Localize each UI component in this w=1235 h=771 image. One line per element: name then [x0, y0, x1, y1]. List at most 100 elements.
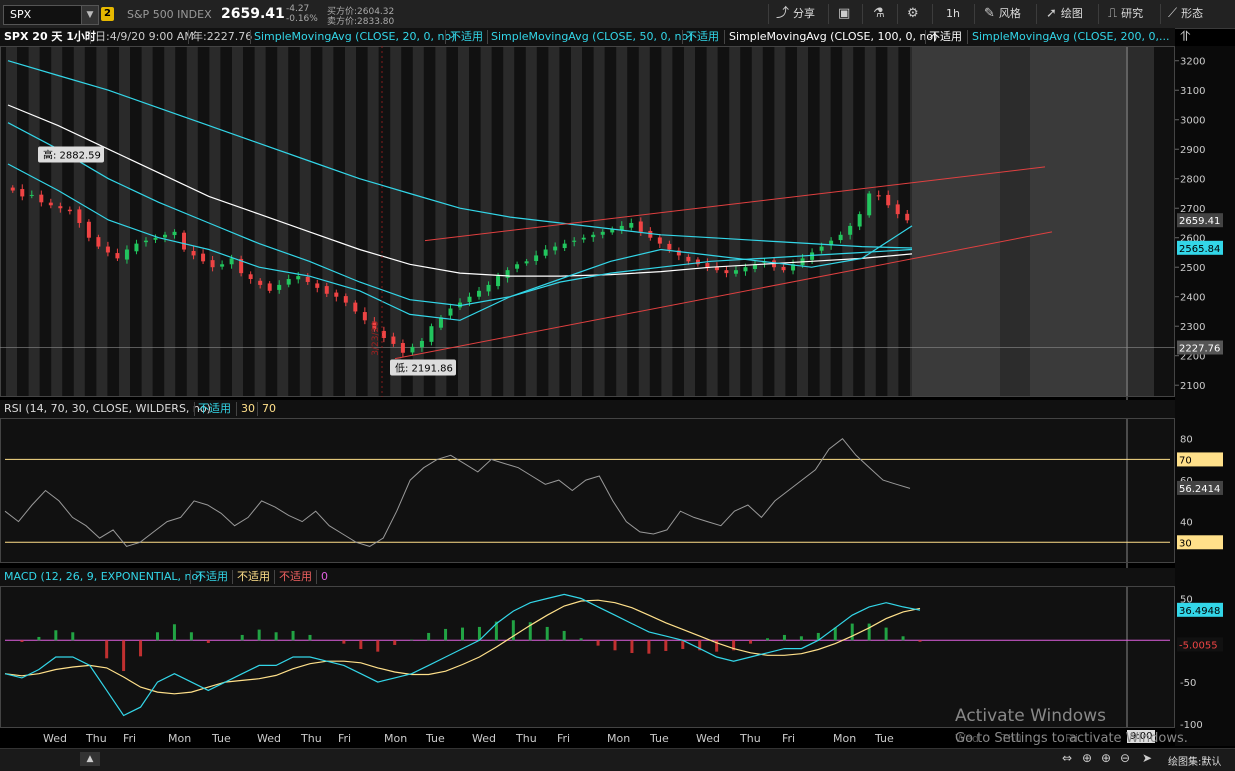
sma20-line — [7, 163, 913, 321]
date-axis-label: Tue — [212, 732, 231, 745]
date-axis-label: Fri — [557, 732, 571, 745]
gear-icon: ⚙ — [907, 6, 919, 21]
drawing-set-label[interactable]: 绘图集:默认 — [1168, 757, 1222, 768]
rsi-line — [4, 438, 911, 547]
price-tick-label: 2200 — [1180, 352, 1205, 363]
flask-button[interactable]: ⚗ — [873, 4, 885, 24]
candle-body — [524, 261, 529, 264]
candle-body — [67, 209, 72, 212]
candle-body — [191, 250, 196, 256]
chart-datetime: 日:4/9/20 9:00 AM — [95, 30, 194, 43]
session-band — [390, 46, 402, 397]
date-axis-label: Thu — [86, 732, 107, 745]
study-sma100-label[interactable]: SimpleMovingAvg (CLOSE, 100, 0, no) — [729, 30, 938, 43]
link-group-badge[interactable]: 2 — [101, 7, 114, 21]
time-frame-button[interactable]: 1h — [946, 4, 960, 24]
date-axis-label: Mon — [607, 732, 631, 745]
session-band — [887, 46, 899, 397]
high-label-text: 高: 2882.59 — [43, 149, 101, 162]
candle-body — [391, 336, 396, 344]
macd-tick-label: 50 — [1180, 595, 1193, 606]
scroll-up-icon[interactable]: ▲ — [80, 752, 100, 766]
zoom-out-icon[interactable]: ⊖ — [1120, 751, 1131, 765]
candle-body — [248, 274, 253, 280]
macd-signal-line — [4, 599, 921, 695]
candle-body — [143, 240, 148, 243]
share-button[interactable]: ⤴ 分享 — [776, 4, 815, 24]
session-bands — [0, 46, 1235, 746]
candle-body — [267, 283, 272, 291]
candle-body — [239, 258, 244, 274]
candle-body — [438, 317, 443, 328]
drawings-button[interactable]: ➚ 绘图 — [1046, 4, 1083, 24]
pointer-icon[interactable]: ➤ — [1142, 751, 1153, 765]
candle-body — [124, 249, 129, 260]
flask-icon: ⚗ — [873, 6, 885, 21]
chevron-down-icon[interactable]: ▼ — [81, 6, 98, 24]
arrows-icon[interactable]: ⇔ — [1062, 751, 1073, 765]
macd-tick-label: -100 — [1180, 720, 1203, 731]
patterns-button[interactable]: ⟋ 形态 — [1168, 4, 1203, 24]
session-band — [819, 46, 831, 397]
date-axis-label: Tue — [875, 732, 894, 745]
rsi-ob: 30 — [241, 402, 255, 415]
date-axis-label: Wed — [472, 732, 496, 745]
candle-body — [572, 240, 577, 242]
candle-body — [829, 240, 834, 246]
candle-body — [353, 302, 358, 312]
rsi-last-tag: 56.2414 — [1179, 484, 1220, 495]
chart-settings-button[interactable]: ▣ — [838, 4, 850, 24]
session-band — [571, 46, 582, 397]
session-band — [28, 46, 40, 397]
candle-body — [163, 234, 168, 238]
style-button[interactable]: ✎ 风格 — [984, 4, 1021, 24]
candle-body — [448, 308, 453, 316]
macd-tag-1-box — [1177, 602, 1223, 617]
candle-body — [229, 258, 234, 265]
symbol-input[interactable]: SPX ▼ — [3, 5, 99, 25]
macd-tick-label: -50 — [1180, 678, 1196, 689]
last-price-tag: 2659.41 — [1179, 216, 1220, 227]
study-sma50-label[interactable]: SimpleMovingAvg (CLOSE, 50, 0, no) — [491, 30, 693, 43]
price-tick-label: 3100 — [1180, 86, 1205, 97]
crosshair-icon[interactable]: ⊕ — [1082, 751, 1093, 765]
date-axis-label: Thu — [516, 732, 537, 745]
study-sma200-label[interactable]: SimpleMovingAvg (CLOSE, 200, 0,... — [972, 30, 1170, 43]
candle-body — [315, 283, 320, 288]
candle-body — [134, 243, 139, 252]
chart-canvas[interactable]: 3/23/20 高: 2882.59 低: 2191.86 3200 3100 3000… — [0, 46, 1235, 746]
macd-line — [4, 593, 921, 717]
date-axis-label: Wed — [257, 732, 281, 745]
session-band — [164, 46, 176, 397]
candle-body — [115, 253, 120, 259]
settings-button[interactable]: ⚙ — [907, 4, 919, 24]
macd-bg — [0, 586, 1175, 728]
candle-body — [562, 243, 567, 249]
candle-body — [619, 225, 624, 231]
candle-body — [686, 256, 691, 262]
bid-price: 买方价:2604.32 — [327, 7, 395, 17]
candle-body — [20, 189, 25, 197]
chart-title: SPX 20 天 1小时 — [4, 30, 96, 43]
candle-body — [781, 266, 786, 271]
candle-body — [334, 292, 339, 297]
candle-body — [277, 284, 282, 290]
macd-title[interactable]: MACD (12, 26, 9, EXPONENTIAL, no) — [4, 570, 203, 583]
candle-body — [676, 250, 681, 256]
trend-upper — [424, 166, 1046, 242]
study-sma20-label[interactable]: SimpleMovingAvg (CLOSE, 20, 0, no) — [254, 30, 456, 43]
session-band — [6, 46, 17, 397]
studies-button[interactable]: ⎍ 研究 — [1108, 4, 1143, 24]
zoom-in-icon[interactable]: ⊕ — [1101, 751, 1112, 765]
collapse-icon[interactable]: ⥣ — [1180, 29, 1191, 45]
studies-label: 研究 — [1121, 7, 1144, 20]
date-axis-label: Thu — [1001, 732, 1022, 745]
future-band — [1000, 46, 1030, 397]
rsi-title[interactable]: RSI (14, 70, 30, CLOSE, WILDERS, no) — [4, 402, 211, 415]
future-band — [1128, 46, 1154, 397]
low-label-text: 低: 2191.86 — [395, 362, 453, 375]
candle-body — [10, 187, 15, 191]
ma-price-tag-box — [1177, 240, 1223, 255]
share-icon: ⤴ — [776, 6, 790, 21]
candle-body — [467, 296, 472, 303]
